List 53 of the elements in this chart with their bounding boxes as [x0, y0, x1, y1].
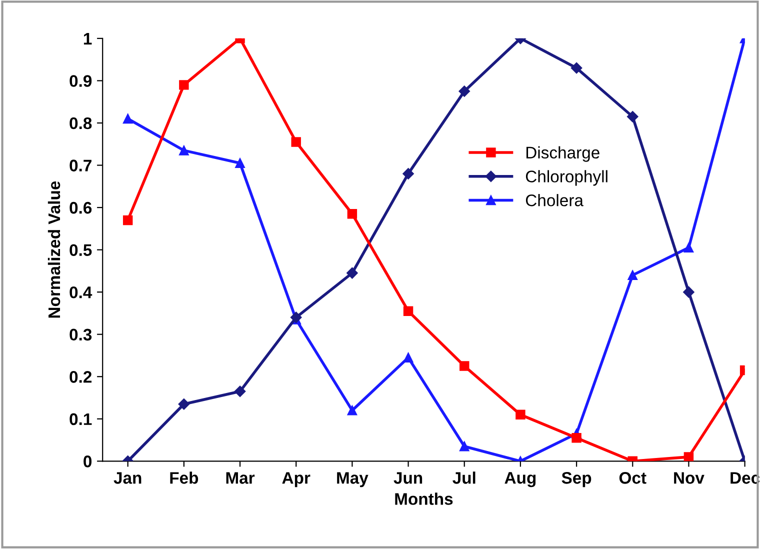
y-tick-label: 0.3	[70, 328, 92, 341]
x-tick-label: Nov	[674, 472, 704, 484]
point	[178, 398, 190, 410]
point	[346, 267, 358, 279]
x-tick-label: Aug	[504, 472, 536, 488]
x-tick-label: Apr	[282, 472, 310, 488]
x-tick-label: May	[337, 472, 368, 488]
point	[684, 242, 694, 253]
x-tick-label: Jul	[452, 472, 476, 484]
y-tick-label: 0.4	[70, 286, 92, 298]
point	[570, 62, 582, 74]
x-tick-label: Dec	[730, 472, 760, 484]
point	[572, 433, 582, 443]
y-tick-label: 1	[84, 33, 92, 44]
point	[460, 442, 470, 452]
point	[403, 306, 414, 316]
y-tick-label: 0.6	[70, 202, 92, 214]
point	[403, 352, 414, 362]
point	[122, 215, 133, 226]
y-tick-label: 0.1	[70, 413, 92, 426]
x-axis-title: Months	[395, 492, 453, 505]
point	[402, 168, 414, 180]
legend-label: Cholera	[526, 194, 584, 206]
point	[516, 410, 526, 420]
legend-label: Chlorophyll	[526, 170, 608, 186]
point	[291, 137, 301, 147]
point	[122, 114, 133, 124]
y-tick-label: 0.9	[70, 75, 92, 87]
y-tick-label: 0.7	[70, 160, 92, 172]
x-tick-label: Feb	[170, 472, 198, 484]
point	[627, 111, 638, 122]
point	[628, 270, 638, 280]
x-tick-label: Jun	[394, 472, 422, 484]
point	[460, 361, 470, 371]
point	[235, 158, 245, 168]
y-tick-label: 0.5	[70, 244, 92, 256]
point	[458, 86, 470, 97]
x-tick-label: Sep	[562, 472, 592, 488]
point	[684, 452, 694, 462]
point	[347, 209, 358, 219]
x-tick-label: Mar	[226, 472, 255, 484]
point	[683, 286, 694, 298]
point	[347, 406, 358, 416]
y-tick-label: 0.8	[70, 117, 92, 130]
y-tick-label: 0	[84, 456, 92, 468]
y-tick-label: 0.2	[70, 371, 92, 383]
legend-label: Discharge	[526, 146, 600, 162]
point	[179, 80, 189, 90]
point	[234, 386, 246, 398]
y-axis-title: Normalized Value	[48, 181, 60, 318]
point	[179, 146, 189, 156]
x-tick-label: Jan	[114, 472, 142, 484]
x-tick-label: Oct	[619, 472, 646, 484]
